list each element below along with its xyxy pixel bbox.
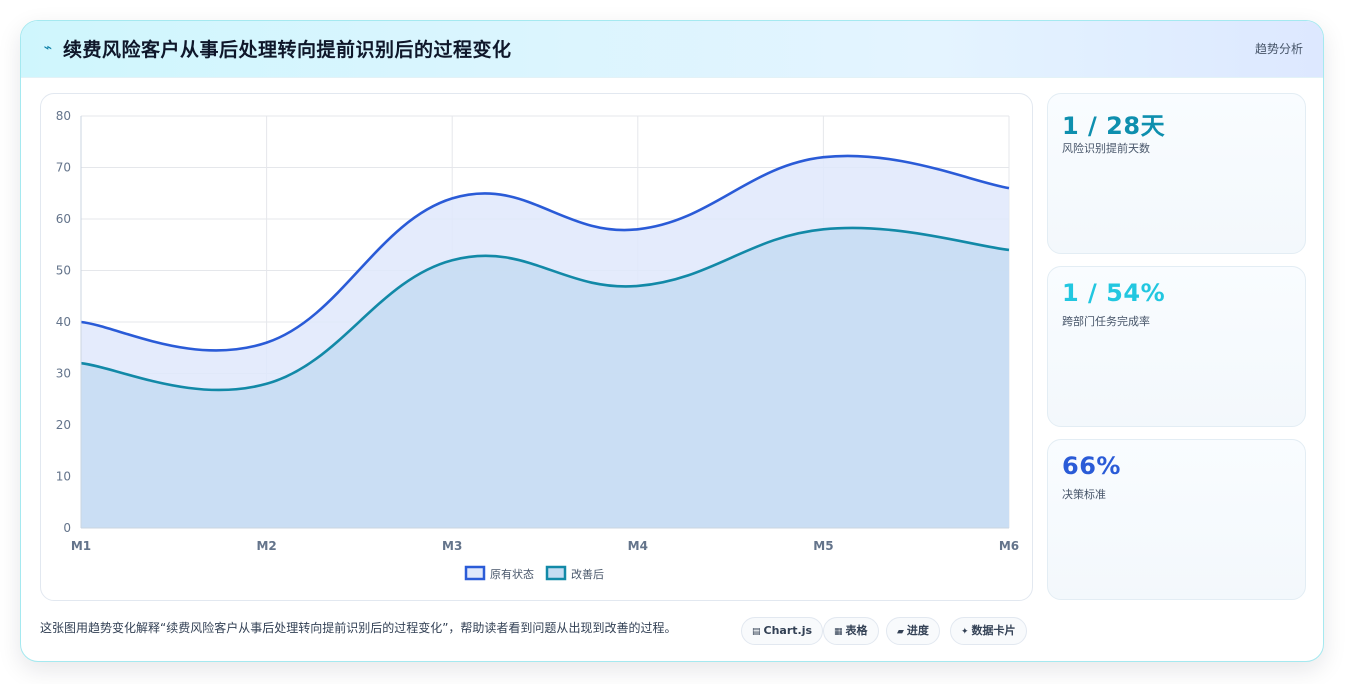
table-icon: ▦ <box>834 627 843 637</box>
chip-chartjs[interactable]: ▤ Chart.js <box>741 617 824 645</box>
y-tick-label: 60 <box>56 212 71 226</box>
area-chart: 0 10 20 30 40 50 60 70 80 M1 M2 M3 M4 M5 M6 原有状态 改善后 <box>56 109 1019 581</box>
chip-label: Chart.js <box>763 624 813 637</box>
y-tick-label: 20 <box>56 418 71 432</box>
kpi-value: 1 / 54% <box>1062 279 1166 307</box>
chip-progress[interactable]: ▰ 进度 <box>886 617 940 645</box>
kpi-value: 66% <box>1062 452 1121 480</box>
chip-label: 数据卡片 <box>971 624 1016 637</box>
data-point <box>1008 249 1010 251</box>
chart-icon: ▤ <box>752 627 761 637</box>
legend-label-1: 原有状态 <box>490 567 534 581</box>
kpi-value: 1 / 28天 <box>1062 112 1166 140</box>
y-tick-label: 30 <box>56 367 71 381</box>
data-point <box>637 228 639 230</box>
kpi-label: 风险识别提前天数 <box>1062 142 1150 155</box>
x-tick-label: M1 <box>71 539 91 553</box>
lightning-icon: ⌁ <box>43 40 53 56</box>
report-card: ⌁ 续费风险客户从事后处理转向提前识别后的过程变化 趋势分析 0 10 20 30 40… <box>20 20 1324 662</box>
chip-data-card[interactable]: ✦ 数据卡片 <box>950 617 1027 645</box>
chip-table[interactable]: ▦ 表格 <box>823 617 879 645</box>
data-point <box>451 259 453 261</box>
series-area-2 <box>81 227 1009 528</box>
data-point <box>822 228 824 230</box>
x-tick-label: M3 <box>442 539 462 553</box>
legend-swatch-1 <box>464 565 486 581</box>
kpi-card-decision-standard: 66% 决策标准 <box>1047 439 1306 600</box>
y-tick-label: 50 <box>56 264 71 278</box>
trend-analysis-tag: 趋势分析 <box>1254 42 1303 56</box>
data-point <box>637 285 639 287</box>
series-line-2 <box>80 226 1010 392</box>
data-point <box>1008 187 1010 189</box>
kpi-card-completion-rate: 1 / 54% 跨部门任务完成率 <box>1047 266 1306 427</box>
kpi-card-lead-days: 1 / 28天 风险识别提前天数 <box>1047 93 1306 254</box>
y-tick-label: 0 <box>63 521 71 535</box>
progress-icon: ▰ <box>897 627 904 637</box>
legend-label-2: 改善后 <box>571 567 604 581</box>
x-tick-label: M4 <box>628 539 648 553</box>
chart-panel: 0 10 20 30 40 50 60 70 80 M1 M2 M3 M4 M5 M6 原有状态 改善后 <box>40 93 1033 601</box>
page-title: 续费风险客户从事后处理转向提前识别后的过程变化 <box>63 39 512 61</box>
x-tick-label: M5 <box>813 539 833 553</box>
data-point <box>265 383 267 385</box>
data-point <box>265 341 267 343</box>
chart-description: 这张图用趋势变化解释“续费风险客户从事后处理转向提前识别后的过程变化”，帮助读者… <box>40 621 677 635</box>
chip-label: 进度 <box>906 624 929 637</box>
kpi-label: 跨部门任务完成率 <box>1062 315 1150 328</box>
y-tick-label: 40 <box>56 315 71 329</box>
x-tick-label: M2 <box>256 539 276 553</box>
card-header: ⌁ 续费风险客户从事后处理转向提前识别后的过程变化 趋势分析 <box>21 21 1323 78</box>
data-point <box>822 156 824 158</box>
data-point <box>451 197 453 199</box>
y-tick-label: 70 <box>56 161 71 175</box>
series-line-1 <box>80 154 1010 352</box>
sparkle-icon: ✦ <box>961 627 969 637</box>
kpi-label: 决策标准 <box>1062 488 1106 501</box>
y-tick-label: 80 <box>56 109 71 123</box>
y-tick-label: 10 <box>56 470 71 484</box>
legend-swatch-2 <box>545 565 567 581</box>
chip-label: 表格 <box>845 624 868 637</box>
x-tick-label: M6 <box>999 539 1019 553</box>
